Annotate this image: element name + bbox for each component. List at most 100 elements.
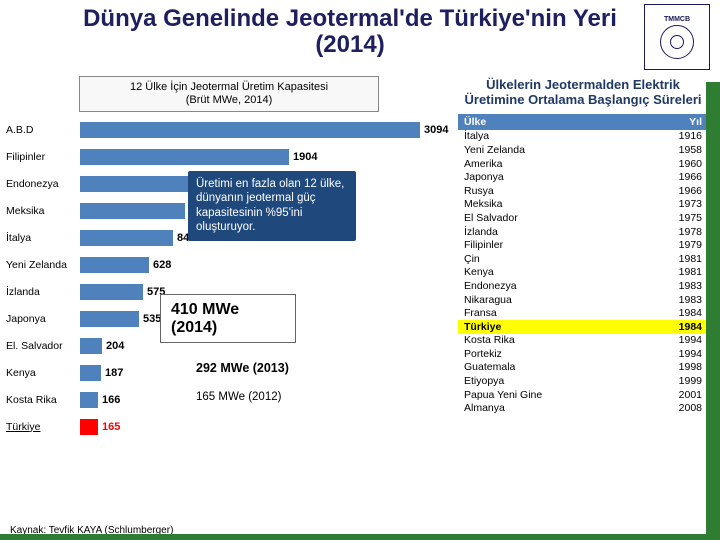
footer-horizontal-bar [0,534,720,540]
cell-country: Yeni Zelanda [458,143,662,157]
content: 12 Ülke İçin Jeotermal Üretim Kapasitesi… [0,72,720,510]
right-column: Ülkelerin Jeotermalden Elektrik Üretimin… [458,76,708,510]
table-row: Fransa1984 [458,307,708,321]
table-row: Nikaragua1983 [458,293,708,307]
mwe-2013: 292 MWe (2013) [160,361,410,375]
bar-category-label: İzlanda [6,286,80,298]
cell-year: 1975 [662,211,708,225]
table-row: Kosta Rika1994 [458,334,708,348]
cell-country: Etiyopya [458,375,662,389]
bar [80,365,101,381]
title-area: Dünya Genelinde Jeotermal'de Türkiye'nin… [0,0,720,72]
cell-country: Çin [458,252,662,266]
bar-category-label: Meksika [6,205,80,217]
cell-year: 1966 [662,184,708,198]
bar [80,284,143,300]
cell-country: Meksika [458,198,662,212]
bar-category-label: Kosta Rika [6,394,80,406]
cell-country: Filipinler [458,239,662,253]
bar-value-label: 535 [139,311,161,327]
bar [80,311,139,327]
table-row: Amerika1960 [458,157,708,171]
logo: TMMCB [644,4,710,70]
cell-year: 1958 [662,143,708,157]
callout-top12: Üretimi en fazla olan 12 ülke, dünyanın … [188,171,356,241]
table-row: Papua Yeni Gine2001 [458,388,708,402]
cell-year: 1973 [662,198,708,212]
left-column: 12 Ülke İçin Jeotermal Üretim Kapasitesi… [6,76,452,510]
bar-wrap: 3094 [80,120,452,140]
cell-country: İtalya [458,130,662,144]
cell-year: 1978 [662,225,708,239]
cell-country: Portekiz [458,347,662,361]
bar-value-label: 204 [102,338,124,354]
bar-value-label: 166 [98,392,120,408]
cell-country: Kosta Rika [458,334,662,348]
cell-year: 1983 [662,293,708,307]
cell-year: 1994 [662,347,708,361]
bar-value-label: 1904 [289,149,317,165]
table-row: Guatemala1998 [458,361,708,375]
bar [80,230,173,246]
table-row: Meksika1973 [458,198,708,212]
bar [80,149,289,165]
table-row: Yeni Zelanda1958 [458,143,708,157]
chart-title-l1: 12 Ülke İçin Jeotermal Üretim Kapasitesi [86,81,372,94]
cell-year: 1981 [662,266,708,280]
cell-country: Rusya [458,184,662,198]
bar-row: Türkiye 165 [6,413,452,440]
table-row: Rusya1966 [458,184,708,198]
bar-category-label: Japonya [6,313,80,325]
bar-category-label: El. Salvador [6,340,80,352]
bar [80,419,98,435]
table-row: İzlanda1978 [458,225,708,239]
cell-country: Papua Yeni Gine [458,388,662,402]
cell-year: 1960 [662,157,708,171]
cell-country: Amerika [458,157,662,171]
cell-country: Fransa [458,307,662,321]
cell-country: Kenya [458,266,662,280]
bar-row: Filipinler1904 [6,143,452,170]
th-year: Yıl [662,114,708,130]
bar-value-label: 165 [98,419,120,435]
bar-category-label: Yeni Zelanda [6,259,80,271]
table-row: Japonya1966 [458,171,708,185]
chart-title: 12 Ülke İçin Jeotermal Üretim Kapasitesi… [79,76,379,112]
mwe-2012: 165 MWe (2012) [160,391,410,403]
cell-country: Nikaragua [458,293,662,307]
bar-wrap: 165 [80,417,452,437]
cell-year: 1966 [662,171,708,185]
table-row: Etiyopya1999 [458,375,708,389]
bar [80,122,420,138]
bar-wrap: 628 [80,255,452,275]
table-row: Kenya1981 [458,266,708,280]
cell-country: Japonya [458,171,662,185]
bar [80,338,102,354]
bar [80,203,185,219]
cell-country: Türkiye [458,320,662,334]
cell-year: 1916 [662,130,708,144]
bar-row: A.B.D3094 [6,116,452,143]
table-row: Filipinler1979 [458,239,708,253]
table-row: Portekiz1994 [458,347,708,361]
cell-country: Endonezya [458,279,662,293]
bar-category-label: Türkiye [6,421,80,433]
cell-year: 1998 [662,361,708,375]
bar-category-label: Endonezya [6,178,80,190]
bar-value-label: 187 [101,365,123,381]
bar-wrap: 1904 [80,147,452,167]
bar-category-label: İtalya [6,232,80,244]
cell-year: 2001 [662,388,708,402]
cell-year: 1999 [662,375,708,389]
bar-category-label: A.B.D [6,124,80,136]
page-title: Dünya Genelinde Jeotermal'de Türkiye'nin… [10,6,644,59]
th-country: Ülke [458,114,662,130]
table-row: Çin1981 [458,252,708,266]
cell-year: 1981 [662,252,708,266]
country-year-table: Ülke Yıl İtalya1916Yeni Zelanda1958Ameri… [458,114,708,415]
cell-year: 1983 [662,279,708,293]
table-row: Endonezya1983 [458,279,708,293]
logo-circle-icon [660,25,694,59]
logo-top-text: TMMCB [664,16,690,23]
cell-country: Guatemala [458,361,662,375]
